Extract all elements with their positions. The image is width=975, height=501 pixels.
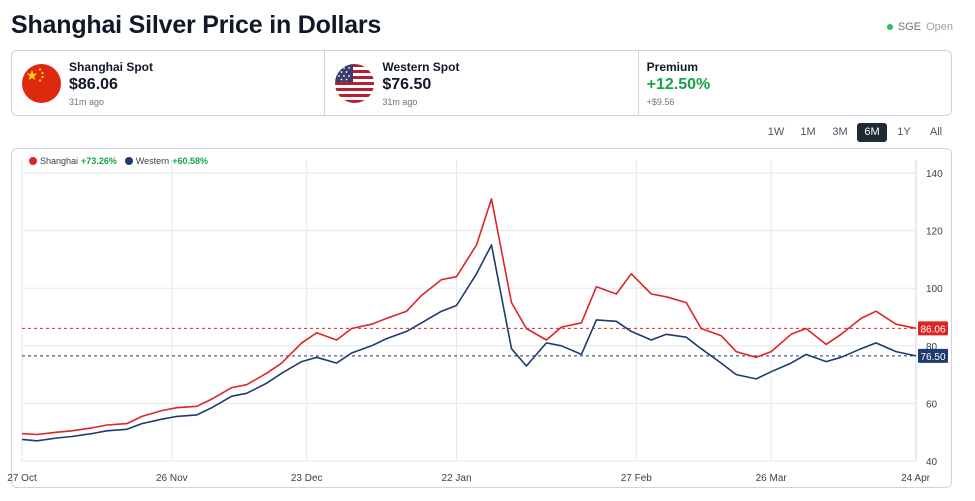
shanghai-updated: 31m ago bbox=[69, 97, 105, 107]
shanghai-spot-value: $86.06 bbox=[69, 76, 118, 93]
x-tick-label: 26 Nov bbox=[156, 473, 188, 484]
y-tick-label: 60 bbox=[926, 399, 938, 410]
x-tick-label: 27 Oct bbox=[7, 473, 37, 484]
western-spot-label: Western Spot bbox=[382, 60, 460, 74]
y-tick-label: 100 bbox=[926, 284, 943, 295]
legend-item-shanghai[interactable]: Shanghai +73.26% bbox=[29, 156, 117, 166]
series-line-western bbox=[21, 244, 917, 442]
legend-dot-western bbox=[124, 157, 133, 165]
x-tick-label: 27 Feb bbox=[621, 473, 653, 484]
y-tick-label: 140 bbox=[926, 169, 943, 180]
range-tab-all[interactable]: All bbox=[929, 126, 943, 138]
price-badge-shanghai bbox=[918, 321, 948, 336]
range-tab-1y[interactable]: 1Y bbox=[897, 126, 911, 138]
status-dot-icon bbox=[886, 24, 893, 30]
price-badge-western bbox=[918, 348, 948, 363]
range-tab-6m[interactable]: 6M bbox=[857, 123, 887, 142]
legend-dot-shanghai bbox=[29, 157, 37, 165]
western-updated: 31m ago bbox=[382, 97, 418, 107]
x-tick-label: 23 Dec bbox=[291, 473, 323, 484]
premium-diff: +$9.56 bbox=[646, 97, 675, 107]
legend-name-shanghai: Shanghai bbox=[40, 156, 79, 166]
western-spot-value: $76.50 bbox=[382, 76, 432, 93]
usa-flag-icon bbox=[335, 64, 375, 103]
legend-change-western: +60.58% bbox=[172, 156, 208, 166]
market-status: SGE Open bbox=[886, 21, 953, 33]
chart-legend: Shanghai +73.26% Western +60.58% bbox=[29, 156, 208, 166]
y-tick-label: 80 bbox=[926, 342, 938, 353]
range-tabs: 1W 1M 3M 6M 1Y All bbox=[761, 123, 951, 142]
range-tab-1m[interactable]: 1M bbox=[800, 126, 816, 138]
china-flag-icon bbox=[22, 64, 61, 103]
range-tab-3m[interactable]: 3M bbox=[832, 126, 848, 138]
market-status-text: Open bbox=[926, 21, 953, 33]
y-tick-label: 120 bbox=[926, 227, 943, 238]
legend-item-western[interactable]: Western +60.58% bbox=[124, 156, 208, 166]
legend-change-shanghai: +73.26% bbox=[81, 156, 117, 166]
premium-card: Premium +12.50% +$9.56 bbox=[639, 51, 951, 115]
price-badge-label: 76.50 bbox=[920, 352, 945, 363]
price-badge-label: 86.06 bbox=[920, 324, 945, 335]
x-tick-label: 26 Mar bbox=[756, 473, 788, 484]
premium-label: Premium bbox=[646, 60, 699, 74]
premium-value: +12.50% bbox=[646, 76, 711, 93]
x-tick-label: 22 Jan bbox=[441, 473, 471, 484]
series-line-shanghai bbox=[21, 198, 917, 436]
shanghai-spot-label: Shanghai Spot bbox=[69, 60, 153, 74]
y-tick-label: 40 bbox=[926, 457, 938, 468]
market-name: SGE bbox=[897, 21, 922, 33]
range-tab-1w[interactable]: 1W bbox=[767, 126, 785, 138]
shanghai-spot-card: Shanghai Spot $86.06 31m ago bbox=[12, 51, 326, 115]
price-cards: Shanghai Spot $86.06 31m ago bbox=[11, 50, 952, 116]
x-tick-label: 24 Apr bbox=[901, 473, 931, 484]
western-spot-card: Western Spot $76.50 31m ago bbox=[325, 51, 639, 115]
page-title: Shanghai Silver Price in Dollars bbox=[11, 11, 382, 39]
chart-frame[interactable] bbox=[11, 148, 952, 488]
legend-name-western: Western bbox=[135, 156, 170, 166]
